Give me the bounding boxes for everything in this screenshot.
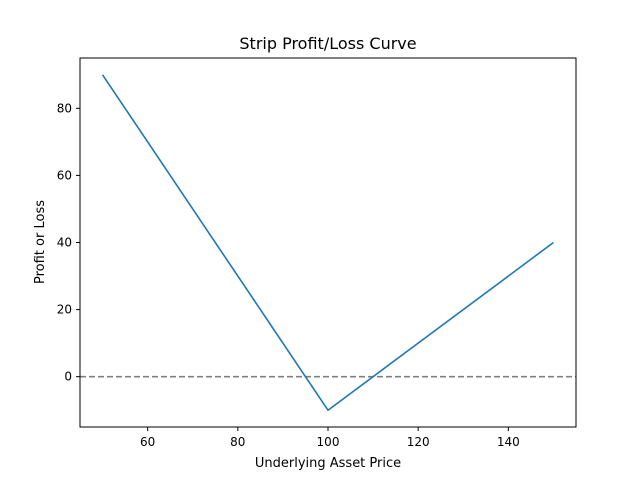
x-tick-label: 80 xyxy=(230,435,245,449)
profit-loss-line xyxy=(101,74,554,412)
y-axis-label: Profit or Loss xyxy=(33,200,48,284)
plot-frame xyxy=(79,57,577,428)
x-axis-label: Underlying Asset Price xyxy=(255,456,401,471)
x-tick-label: 120 xyxy=(407,435,430,449)
y-tick-label: 20 xyxy=(57,303,72,317)
x-tick-label: 100 xyxy=(317,435,340,449)
chart-title: Strip Profit/Loss Curve xyxy=(239,34,416,53)
x-tick-label: 140 xyxy=(497,435,520,449)
y-tick-label: 60 xyxy=(57,168,72,182)
x-tick-label: 60 xyxy=(140,435,155,449)
y-tick-label: 80 xyxy=(57,101,72,115)
y-tick-label: 0 xyxy=(64,370,72,384)
y-tick-label: 40 xyxy=(57,236,72,250)
plot-area: 60 80 100 120 140 0 20 40 60 80 xyxy=(57,57,577,449)
